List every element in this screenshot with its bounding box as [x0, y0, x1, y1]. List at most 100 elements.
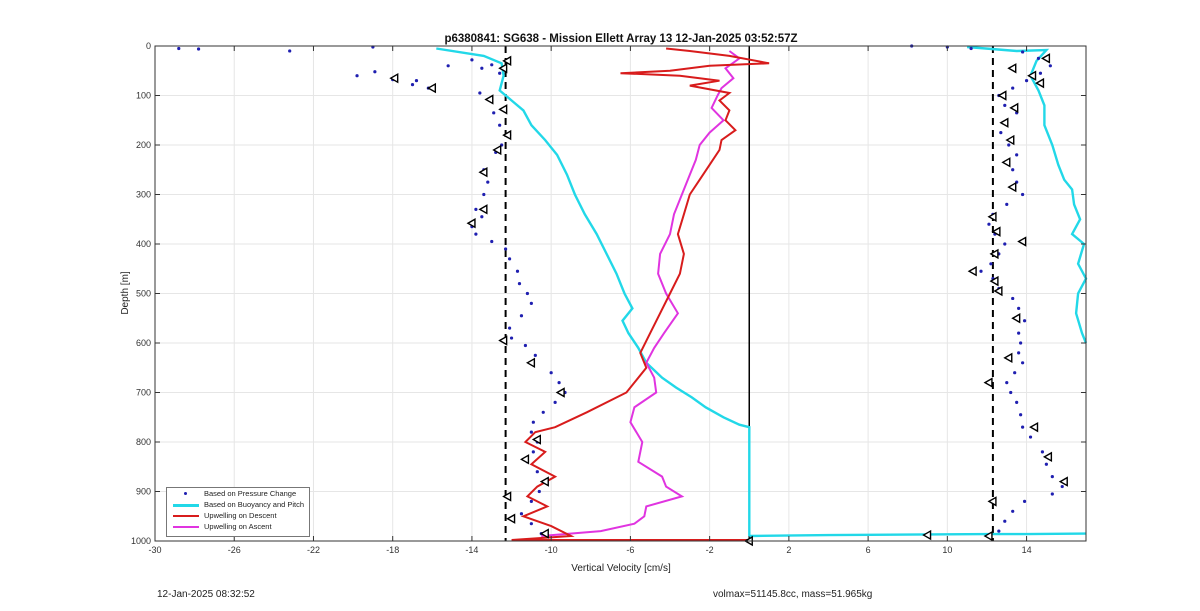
pressure-change-point	[1007, 143, 1011, 147]
pressure-change-point	[480, 215, 484, 219]
pressure-change-point	[1003, 242, 1007, 246]
y-tick-label: 600	[136, 338, 151, 348]
pressure-change-point	[196, 47, 201, 51]
pressure-change-point	[1038, 71, 1043, 75]
triangle-marker	[1003, 352, 1013, 364]
y-tick-label: 700	[136, 388, 151, 398]
triangle-marker	[999, 117, 1009, 128]
pressure-change-point	[517, 282, 522, 286]
pressure-change-point	[1050, 475, 1054, 479]
legend-item-upwelling-ascent: Upwelling on Ascent	[167, 521, 309, 532]
pressure-change-point	[531, 450, 535, 454]
triangle-marker	[502, 55, 512, 67]
y-tick-label: 100	[136, 91, 151, 101]
legend-label-pressure: Based on Pressure Change	[204, 489, 297, 498]
pressure-change-point	[553, 400, 557, 404]
legend-swatch-upwelling-ascent	[173, 526, 199, 528]
triangle-marker	[1027, 70, 1037, 81]
x-tick-label: 6	[866, 545, 871, 555]
pressure-change-point	[1028, 435, 1033, 439]
pressure-change-point	[549, 371, 553, 375]
pressure-change-point	[373, 70, 377, 74]
x-tick-label: 14	[1022, 545, 1032, 555]
triangle-marker	[1042, 451, 1053, 463]
pressure-change-point	[529, 499, 533, 503]
triangle-marker	[484, 94, 494, 105]
triangle-marker	[967, 266, 977, 277]
triangle-marker	[993, 285, 1003, 297]
triangle-marker	[1001, 157, 1011, 168]
pressure-change-point	[533, 353, 537, 357]
legend-item-pressure: Based on Pressure Change	[167, 488, 309, 499]
pressure-change-point	[1005, 381, 1009, 385]
pressure-change-point	[1021, 192, 1025, 197]
y-tick-label: 0	[146, 41, 151, 51]
pressure-change-point	[1003, 103, 1007, 107]
y-tick-label: 500	[136, 289, 151, 299]
pressure-change-point	[1050, 492, 1054, 496]
pressure-change-point	[989, 262, 993, 266]
pressure-change-point	[478, 91, 482, 95]
pressure-change-point	[1021, 50, 1025, 54]
pressure-change-point	[1048, 64, 1052, 68]
triangle-marker	[1058, 476, 1068, 487]
x-tick-label: -30	[148, 545, 161, 555]
x-tick-label: -18	[386, 545, 399, 555]
pressure-change-point	[410, 83, 415, 87]
x-tick-label: -10	[545, 545, 558, 555]
legend-item-upwelling-descent: Upwelling on Descent	[167, 510, 309, 521]
pressure-change-point	[1060, 484, 1064, 489]
triangle-marker	[922, 529, 932, 541]
pressure-change-point	[1011, 509, 1015, 513]
pressure-change-point	[1003, 519, 1007, 523]
y-tick-label: 800	[136, 437, 151, 447]
triangle-marker	[1017, 236, 1027, 247]
triangle-marker	[492, 144, 502, 156]
pressure-change-point	[1036, 56, 1041, 60]
pressure-change-point	[507, 257, 512, 261]
pressure-change-point	[504, 247, 508, 251]
legend-item-buoyancy: Based on Buoyancy and Pitch	[167, 499, 309, 510]
triangle-marker	[498, 335, 508, 346]
pressure-change-point	[537, 489, 541, 494]
triangle-marker	[498, 104, 508, 115]
pressure-change-point	[515, 269, 520, 273]
pressure-change-point	[531, 420, 535, 424]
pressure-change-point	[987, 222, 991, 226]
pressure-change-point	[523, 343, 528, 348]
pressure-change-point	[1011, 296, 1015, 301]
pressure-change-point	[1017, 331, 1021, 335]
x-tick-label: -14	[465, 545, 478, 555]
triangle-marker	[983, 530, 993, 542]
pressure-change-point	[541, 410, 545, 414]
legend: Based on Pressure Change Based on Buoyan…	[166, 487, 310, 537]
pressure-change-point	[519, 314, 524, 318]
triangle-marker	[1040, 53, 1051, 64]
triangle-marker	[478, 167, 488, 178]
triangle-marker	[506, 513, 516, 524]
pressure-change-point	[482, 192, 486, 197]
pressure-change-point	[1011, 168, 1015, 172]
pressure-change-point	[288, 49, 292, 53]
buoyancy-ascent-line	[749, 532, 1087, 538]
pressure-change-point	[1005, 202, 1009, 206]
pressure-change-point	[490, 63, 494, 67]
x-tick-label: 10	[942, 545, 952, 555]
pressure-change-point	[498, 123, 502, 127]
pressure-change-point	[969, 46, 973, 51]
triangle-marker	[1005, 134, 1015, 146]
triangle-marker	[1007, 181, 1017, 193]
legend-swatch-upwelling-descent	[173, 515, 199, 517]
triangle-marker	[426, 82, 437, 94]
pressure-change-point	[1015, 400, 1019, 404]
pressure-change-point	[1009, 390, 1013, 395]
triangle-marker	[983, 377, 993, 388]
legend-label-upwelling-ascent: Upwelling on Ascent	[204, 522, 272, 531]
y-tick-label: 1000	[131, 536, 151, 546]
pressure-change-point	[999, 131, 1003, 135]
x-tick-label: -6	[626, 545, 634, 555]
triangle-marker	[498, 63, 508, 74]
triangle-marker	[539, 528, 549, 539]
buoyancy-descent-line	[436, 47, 751, 536]
